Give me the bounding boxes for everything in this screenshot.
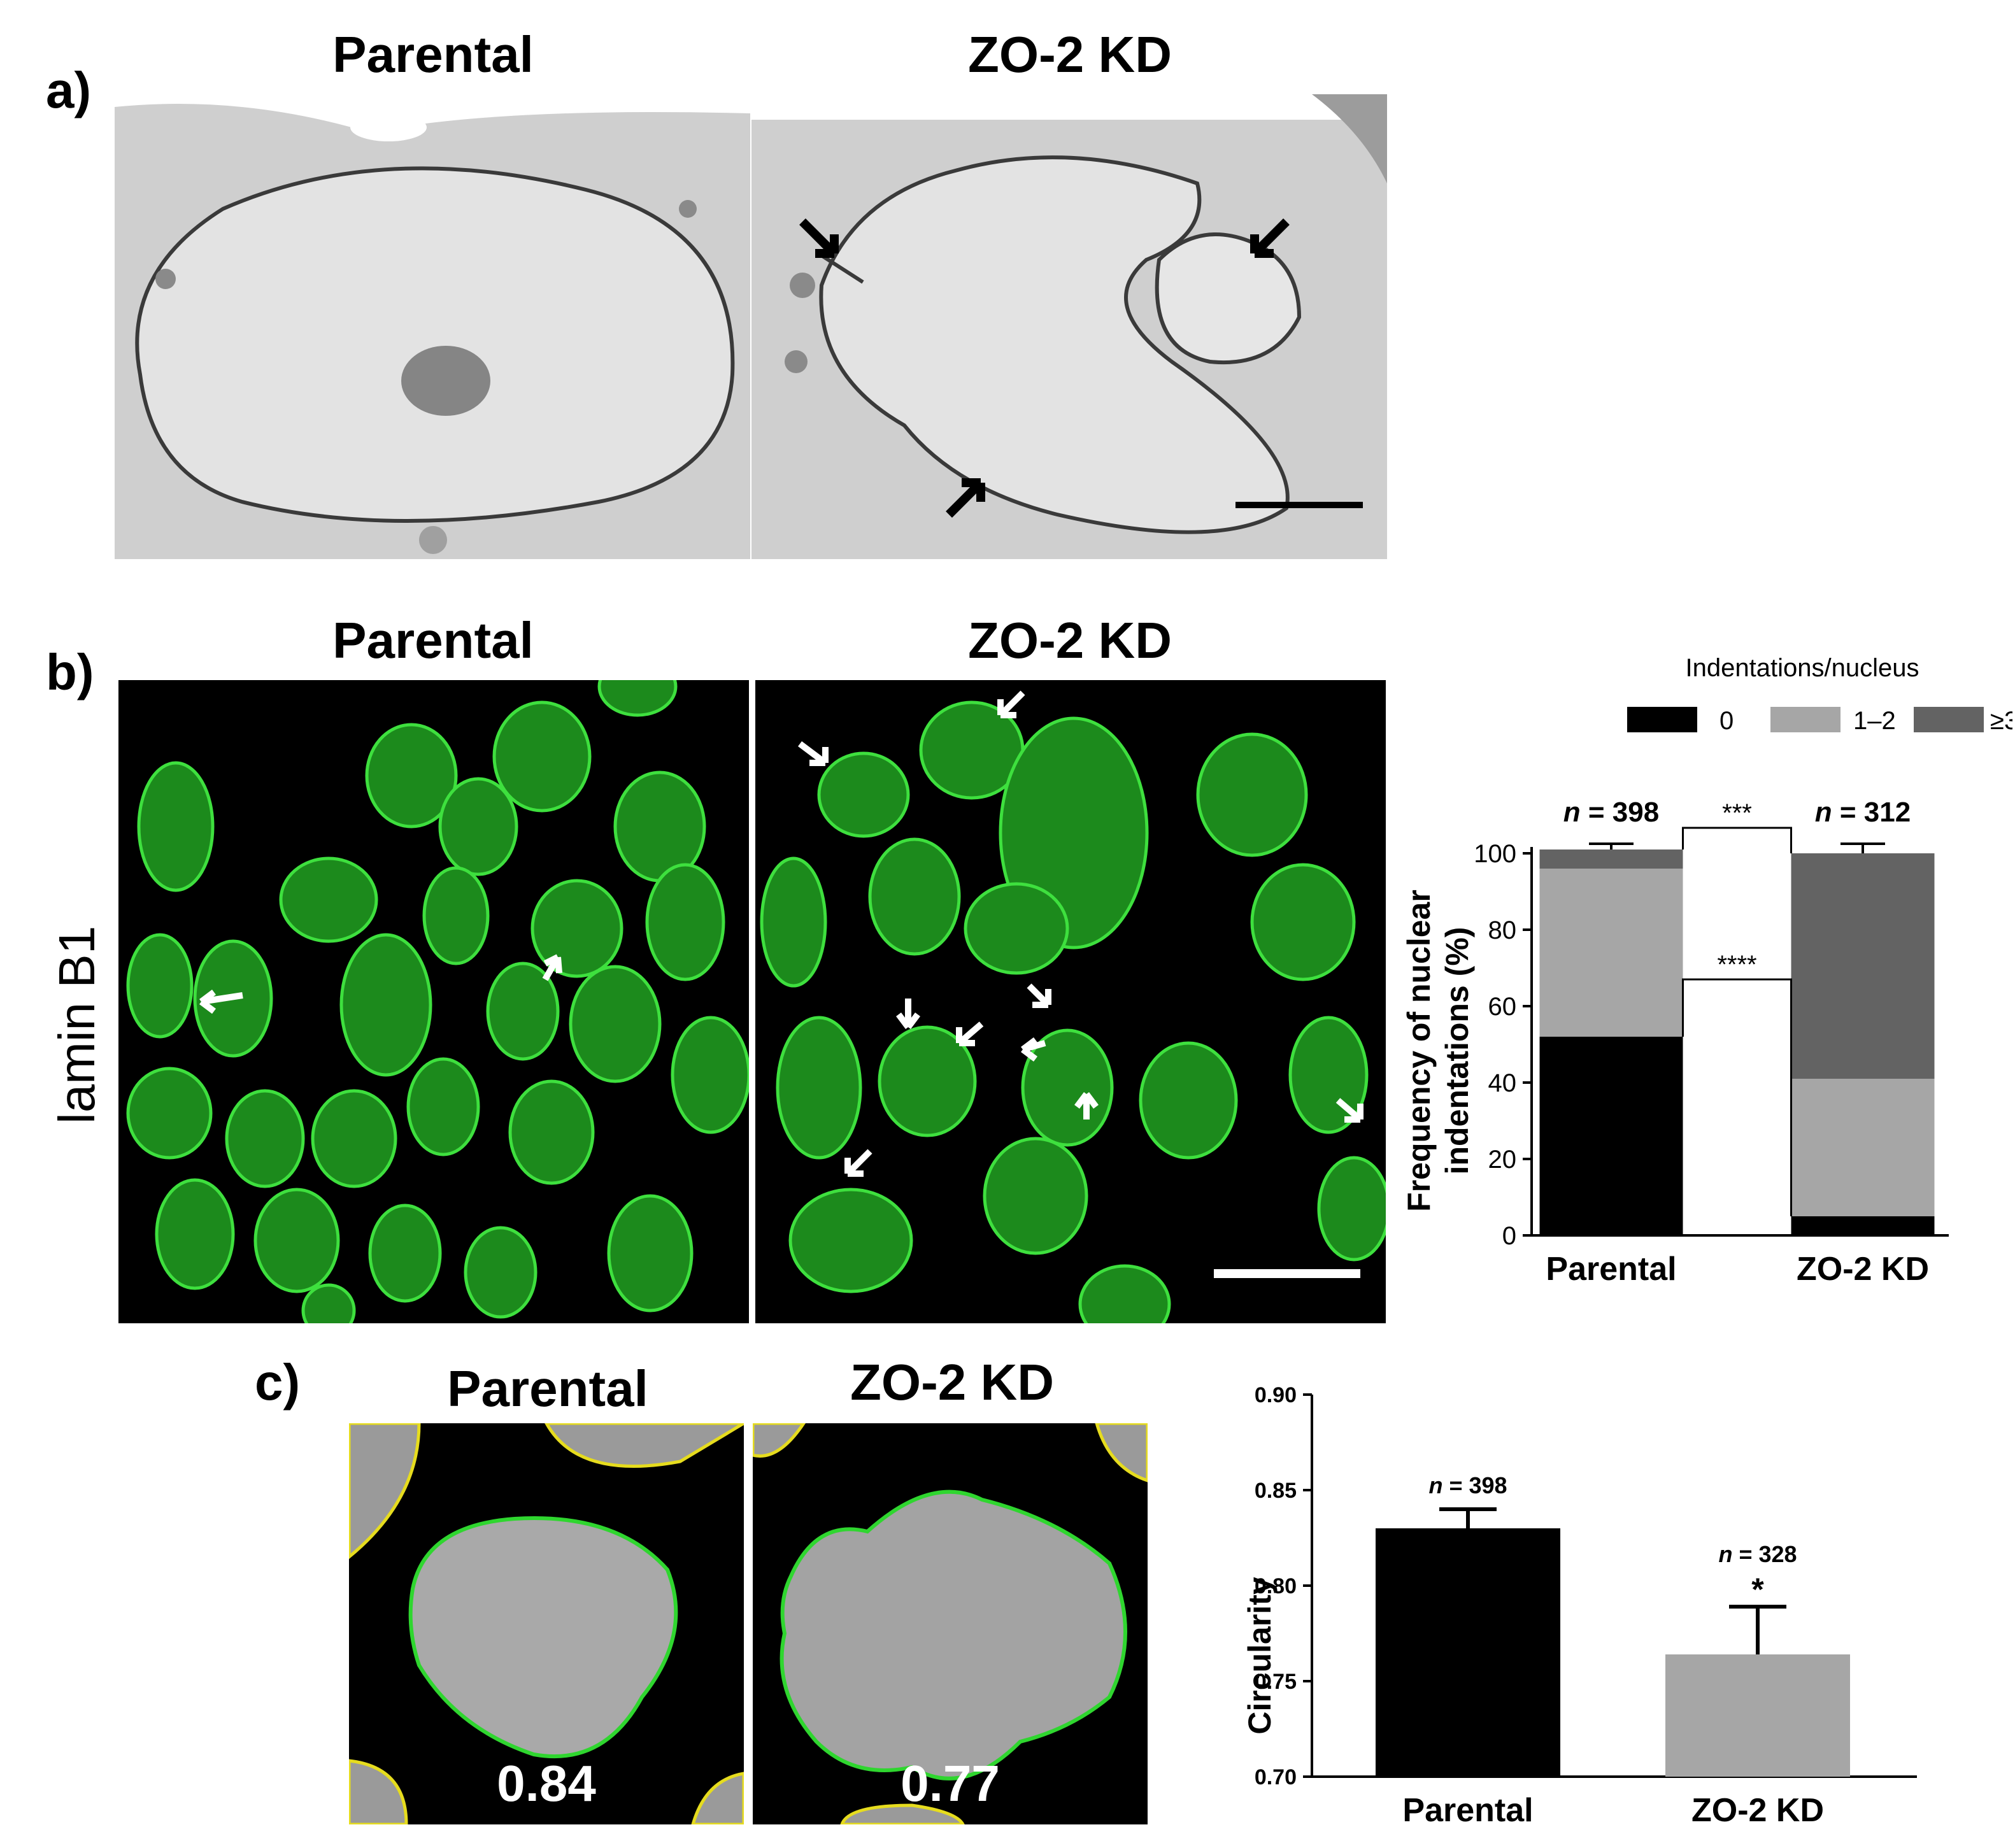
panel-a-title-zo2kd: ZO-2 KD xyxy=(968,26,1172,83)
x-tick-label: ZO-2 KD xyxy=(1797,1251,1929,1288)
y-axis: 0.70 0.75 0.80 0.85 0.90 xyxy=(1255,1383,1917,1789)
arrow-icon xyxy=(1021,1037,1046,1062)
x-tick-label: Parental xyxy=(1546,1251,1676,1288)
em-zo2kd-drawing xyxy=(751,94,1387,559)
outline-parental-drawing xyxy=(349,1423,744,1824)
outline-zo2kd-drawing xyxy=(753,1423,1148,1824)
annotations: ******* xyxy=(1682,799,1792,1216)
bars: Parental n = 398 ZO-2 KD n = 312 xyxy=(1539,797,1935,1288)
arrow-icon xyxy=(946,478,985,518)
fluor-image-parental xyxy=(118,680,749,1323)
em-image-zo2kd xyxy=(751,94,1387,559)
indentations-chart: Indentations/nucleus 0 1–2 ≥3 Frequency … xyxy=(1401,654,2012,1288)
legend-swatch-0 xyxy=(1627,707,1697,732)
legend-label-2: ≥3 xyxy=(1990,707,2012,735)
y-tick-label: 80 xyxy=(1488,916,1517,944)
panel-a-title-parental: Parental xyxy=(332,26,534,83)
legend: 0 1–2 ≥3 xyxy=(1627,707,2012,735)
bar-segment xyxy=(1791,853,1935,1079)
panel-c-label: c) xyxy=(255,1354,301,1411)
y-tick-label: 0.80 xyxy=(1255,1574,1297,1598)
fluor-zo2kd-drawing xyxy=(760,690,1386,1323)
outline-image-parental: 0.84 xyxy=(349,1423,744,1824)
arrow-icon xyxy=(997,690,1025,718)
bar-segment xyxy=(1539,849,1683,869)
n-label: n = 328 xyxy=(1718,1541,1797,1567)
y-tick-label: 40 xyxy=(1488,1069,1517,1097)
fluor-image-zo2kd xyxy=(755,680,1386,1323)
significance-label: **** xyxy=(1717,951,1756,979)
arrow-icon xyxy=(542,954,562,981)
circularity-chart: Circularity 0.70 0.75 0.80 0.85 0.90 Parenta… xyxy=(1242,1383,1917,1829)
lamin-b1-label: lamin B1 xyxy=(48,925,105,1124)
significance-label: * xyxy=(1751,1572,1764,1607)
n-label: n = 312 xyxy=(1815,797,1911,828)
y-tick-label: 0.70 xyxy=(1255,1765,1297,1789)
panel-b-label: b) xyxy=(46,644,94,700)
y-tick-label: 100 xyxy=(1474,840,1516,868)
arrow-icon xyxy=(199,990,243,1014)
y-tick-label: 60 xyxy=(1488,993,1517,1021)
fluor-parental-drawing xyxy=(126,680,749,1323)
y-axis-label-line2: indentations (%) xyxy=(1439,927,1475,1175)
arrow-icon xyxy=(956,1021,984,1046)
bar-segment xyxy=(1539,1037,1683,1235)
panel-c-title-parental: Parental xyxy=(447,1360,648,1417)
x-tick-label: Parental xyxy=(1402,1792,1533,1829)
y-axis-label: Circularity xyxy=(1242,1577,1278,1735)
y-tick-label: 0 xyxy=(1502,1222,1516,1250)
arrow-icon xyxy=(1074,1092,1099,1119)
bar-segment xyxy=(1791,1079,1935,1216)
circularity-value-zo2kd: 0.77 xyxy=(901,1755,1000,1812)
y-tick-label: 0.90 xyxy=(1255,1383,1297,1407)
x-tick-label: ZO-2 KD xyxy=(1691,1792,1824,1829)
panel-b-title-zo2kd: ZO-2 KD xyxy=(968,612,1172,669)
arrow-icon xyxy=(1027,983,1051,1008)
bar xyxy=(1376,1528,1560,1777)
n-label: n = 398 xyxy=(1563,797,1659,828)
bar-segment xyxy=(1791,1216,1935,1235)
bar xyxy=(1665,1654,1850,1777)
em-image-parental xyxy=(115,94,750,559)
n-label: n = 398 xyxy=(1428,1472,1507,1498)
bar-segment xyxy=(1539,869,1683,1037)
legend-swatch-1 xyxy=(1770,707,1841,732)
y-tick-label: 0.75 xyxy=(1255,1670,1297,1694)
arrow-icon xyxy=(1335,1098,1364,1123)
circularity-value-parental: 0.84 xyxy=(497,1755,596,1812)
em-parental-drawing xyxy=(115,94,750,559)
arrow-icon xyxy=(896,999,920,1029)
legend-title: Indentations/nucleus xyxy=(1686,654,1919,682)
legend-label-1: 1–2 xyxy=(1853,707,1896,735)
significance-label: *** xyxy=(1722,799,1752,827)
legend-label-0: 0 xyxy=(1720,707,1734,735)
y-tick-label: 0.85 xyxy=(1255,1479,1297,1503)
panel-a-label: a) xyxy=(46,62,92,118)
arrow-icon xyxy=(798,741,829,766)
y-axis-label-line1: Frequency of nuclear xyxy=(1401,890,1437,1212)
significance-bracket xyxy=(1682,978,1792,1216)
bars: Parental n = 398 ZO-2 KD n = 328 * xyxy=(1376,1472,1850,1829)
legend-swatch-2 xyxy=(1914,707,1984,732)
scale-bar xyxy=(1214,1269,1360,1278)
scale-bar xyxy=(1235,502,1363,508)
arrow-icon xyxy=(844,1149,872,1177)
outline-image-zo2kd: 0.77 xyxy=(753,1423,1148,1824)
arrow-icon xyxy=(799,218,839,258)
significance-bracket xyxy=(1682,827,1792,853)
arrow-icon xyxy=(1250,218,1290,258)
y-tick-label: 20 xyxy=(1488,1146,1517,1174)
panel-c-title-zo2kd: ZO-2 KD xyxy=(850,1354,1054,1411)
y-axis: 0 20 40 60 80 100 xyxy=(1474,840,1949,1250)
panel-b-title-parental: Parental xyxy=(332,612,534,669)
